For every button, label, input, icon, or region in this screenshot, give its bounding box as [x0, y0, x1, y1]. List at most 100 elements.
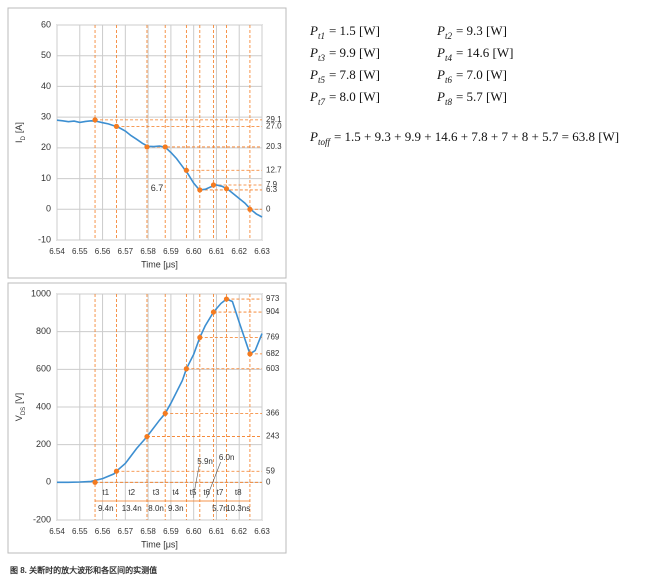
x-tick-label: 6.54: [49, 527, 65, 536]
y-tick-label: 10: [41, 173, 51, 183]
reference-label: 769: [266, 333, 280, 342]
marker: [197, 334, 203, 341]
equation-symbol: P: [436, 67, 445, 82]
y-label-sub: D: [21, 135, 27, 140]
x-tick-label: 6.58: [140, 247, 156, 256]
y-label-unit: [V]: [14, 393, 24, 404]
marker: [144, 433, 150, 440]
x-axis-label: Time [μs]: [141, 259, 178, 269]
x-tick-label: 6.63: [254, 247, 270, 256]
x-tick-label: 6.56: [95, 247, 111, 256]
y-label-sub: DS: [21, 407, 27, 415]
y-tick-label: 60: [41, 19, 51, 29]
equation-rhs: = 1.5 + 9.3 + 9.9 + 14.6 + 7.8 + 7 + 8 +…: [334, 129, 619, 144]
equation-sub: t8: [445, 97, 453, 107]
reference-label: 0: [266, 477, 271, 486]
interval-name: t4: [172, 488, 179, 497]
leader-line: [192, 465, 200, 499]
y-tick-label: 30: [41, 112, 51, 122]
marker: [210, 309, 217, 315]
data-line: [57, 298, 263, 484]
y-axis-label: VDS [V]: [14, 393, 26, 421]
y-label-unit: [A]: [14, 122, 24, 133]
equation: Pt5 = 7.8 [W]: [309, 67, 380, 85]
equation-rhs: = 9.9 [W]: [329, 45, 380, 60]
reference-label: 29.1: [266, 115, 282, 124]
marker: [223, 296, 230, 302]
interval-duration: 6.0n: [219, 453, 235, 462]
interval-name: t3: [153, 488, 160, 497]
equation: Pt6 = 7.0 [W]: [436, 67, 507, 85]
reference-label: 973: [266, 294, 280, 303]
x-tick-label: 6.56: [95, 527, 111, 536]
equation-sub: t2: [445, 31, 453, 41]
x-axis-label: Time [μs]: [141, 539, 178, 549]
y-tick-label: 50: [41, 50, 51, 60]
reference-label: 904: [266, 307, 280, 316]
equation: Pt7 = 8.0 [W]: [309, 89, 380, 107]
equation-sub: t6: [445, 75, 453, 85]
y-tick-label: -10: [38, 234, 51, 244]
reference-label: 243: [266, 432, 280, 441]
reference-label: 682: [266, 349, 280, 358]
x-tick-label: 6.55: [72, 527, 88, 536]
plot-area: [56, 24, 263, 241]
equation-rhs: = 14.6 [W]: [456, 45, 514, 60]
x-tick-label: 6.60: [186, 527, 202, 536]
reference-label: 603: [266, 364, 280, 373]
marker: [247, 206, 253, 212]
y-tick-label: 200: [36, 439, 51, 449]
reference-label: 59: [266, 466, 275, 475]
x-tick-label: 6.55: [72, 247, 88, 256]
interval-duration: 8.0n: [148, 504, 164, 513]
x-tick-label: 6.62: [231, 247, 247, 256]
x-tick-label: 6.62: [231, 527, 247, 536]
marker: [113, 123, 120, 129]
reference-label: 20.3: [266, 142, 282, 151]
marker: [92, 117, 98, 123]
interval-duration: 5.9n: [197, 457, 213, 466]
interval-name: t2: [128, 488, 135, 497]
reference-label: 366: [266, 409, 280, 418]
interval-duration: 9.3n: [168, 504, 184, 513]
equation-rhs: = 9.3 [W]: [456, 23, 507, 38]
interval-duration: 10.3ns: [226, 504, 250, 513]
y-label-main: V: [14, 415, 24, 421]
x-tick-label: 6.61: [209, 247, 225, 256]
equation-sub: t1: [318, 31, 325, 41]
x-tick-label: 6.57: [118, 527, 134, 536]
reference-label: 7.9: [266, 180, 278, 189]
equation-symbol: P: [436, 23, 445, 38]
equation: Pt1 = 1.5 [W]: [309, 23, 380, 41]
equation: Ptoff = 1.5 + 9.3 + 9.9 + 14.6 + 7.8 + 7 …: [309, 129, 619, 147]
equation-rhs: = 7.8 [W]: [329, 67, 380, 82]
equation-sub: t5: [318, 75, 326, 85]
equation: Pt2 = 9.3 [W]: [436, 23, 507, 41]
equation-sub: t4: [445, 53, 453, 63]
annotation: 6.7: [151, 183, 164, 193]
marker: [197, 187, 203, 193]
equation-rhs: = 5.7 [W]: [456, 89, 507, 104]
marker: [92, 479, 98, 485]
interval-name: t6: [203, 488, 210, 497]
equation-sub: t3: [318, 53, 326, 63]
caption: 图 8. 关断时的放大波形和各区间的实测值: [10, 565, 157, 575]
interval-duration: 5.7n: [212, 504, 228, 513]
marker: [183, 167, 189, 173]
equation-rhs: = 7.0 [W]: [456, 67, 507, 82]
y-tick-label: 600: [36, 364, 51, 374]
equation-symbol: P: [309, 67, 318, 82]
y-axis-label: ID [A]: [14, 122, 26, 143]
equation-sub: t7: [318, 97, 326, 107]
y-tick-label: 0: [46, 477, 51, 487]
reference-label: 27.0: [266, 121, 282, 130]
marker: [183, 366, 189, 372]
marker: [210, 182, 217, 188]
marker: [162, 410, 168, 417]
y-label-main: I: [14, 140, 24, 143]
interval-name: t1: [102, 488, 109, 497]
reference-label: 0: [266, 204, 271, 213]
y-tick-label: 40: [41, 81, 51, 91]
equation: Pt3 = 9.9 [W]: [309, 45, 380, 63]
